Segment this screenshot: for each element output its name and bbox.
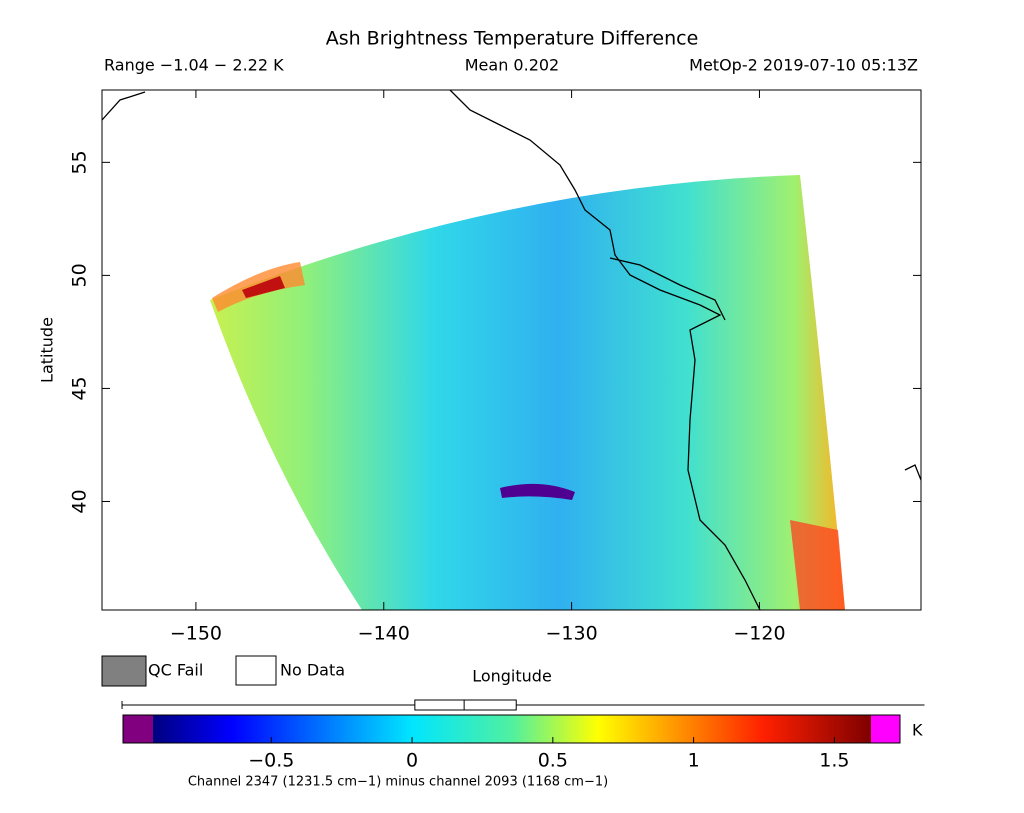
colorbar-tick-label: 1	[688, 750, 700, 772]
range-info: Range −1.04 − 2.22 K	[104, 56, 284, 75]
title: Ash Brightness Temperature Difference	[326, 28, 699, 50]
x-tick-label: −140	[358, 623, 410, 645]
x-tick-label: −120	[733, 623, 785, 645]
colorbar-frame	[122, 714, 901, 744]
legend-label: QC Fail	[148, 661, 203, 680]
legend-swatch	[101, 655, 147, 687]
colorbar-tick-label: −0.5	[248, 750, 294, 772]
x-tick-label: −150	[170, 623, 222, 645]
legend-swatch	[235, 655, 277, 686]
y-tick-label: 55	[69, 150, 91, 174]
colorbar-caption: Channel 2347 (1231.5 cm−1) minus channel…	[188, 775, 608, 790]
legend-label: No Data	[280, 661, 345, 680]
colorbar-tick-label: 1.5	[819, 750, 849, 772]
box	[414, 699, 517, 711]
y-tick-label: 40	[69, 489, 91, 513]
colorbar-over	[871, 715, 900, 743]
x-axis-label: Longitude	[472, 667, 552, 686]
colorbar-tick-label: 0.5	[538, 750, 568, 772]
coastline	[101, 89, 922, 611]
plot-frame	[101, 89, 922, 611]
y-tick-label: 50	[69, 263, 91, 287]
source-info: MetOp-2 2019-07-10 05:13Z	[689, 56, 918, 75]
colorbar-unit: K	[912, 721, 923, 740]
colorbar-under	[123, 715, 153, 743]
colorbar	[153, 715, 871, 743]
y-axis-label: Latitude	[38, 317, 57, 383]
mean-info: Mean 0.202	[465, 56, 559, 75]
swath	[210, 175, 845, 610]
x-tick-label: −130	[546, 623, 598, 645]
colorbar-tick-label: 0	[406, 750, 418, 772]
y-tick-label: 45	[69, 376, 91, 400]
